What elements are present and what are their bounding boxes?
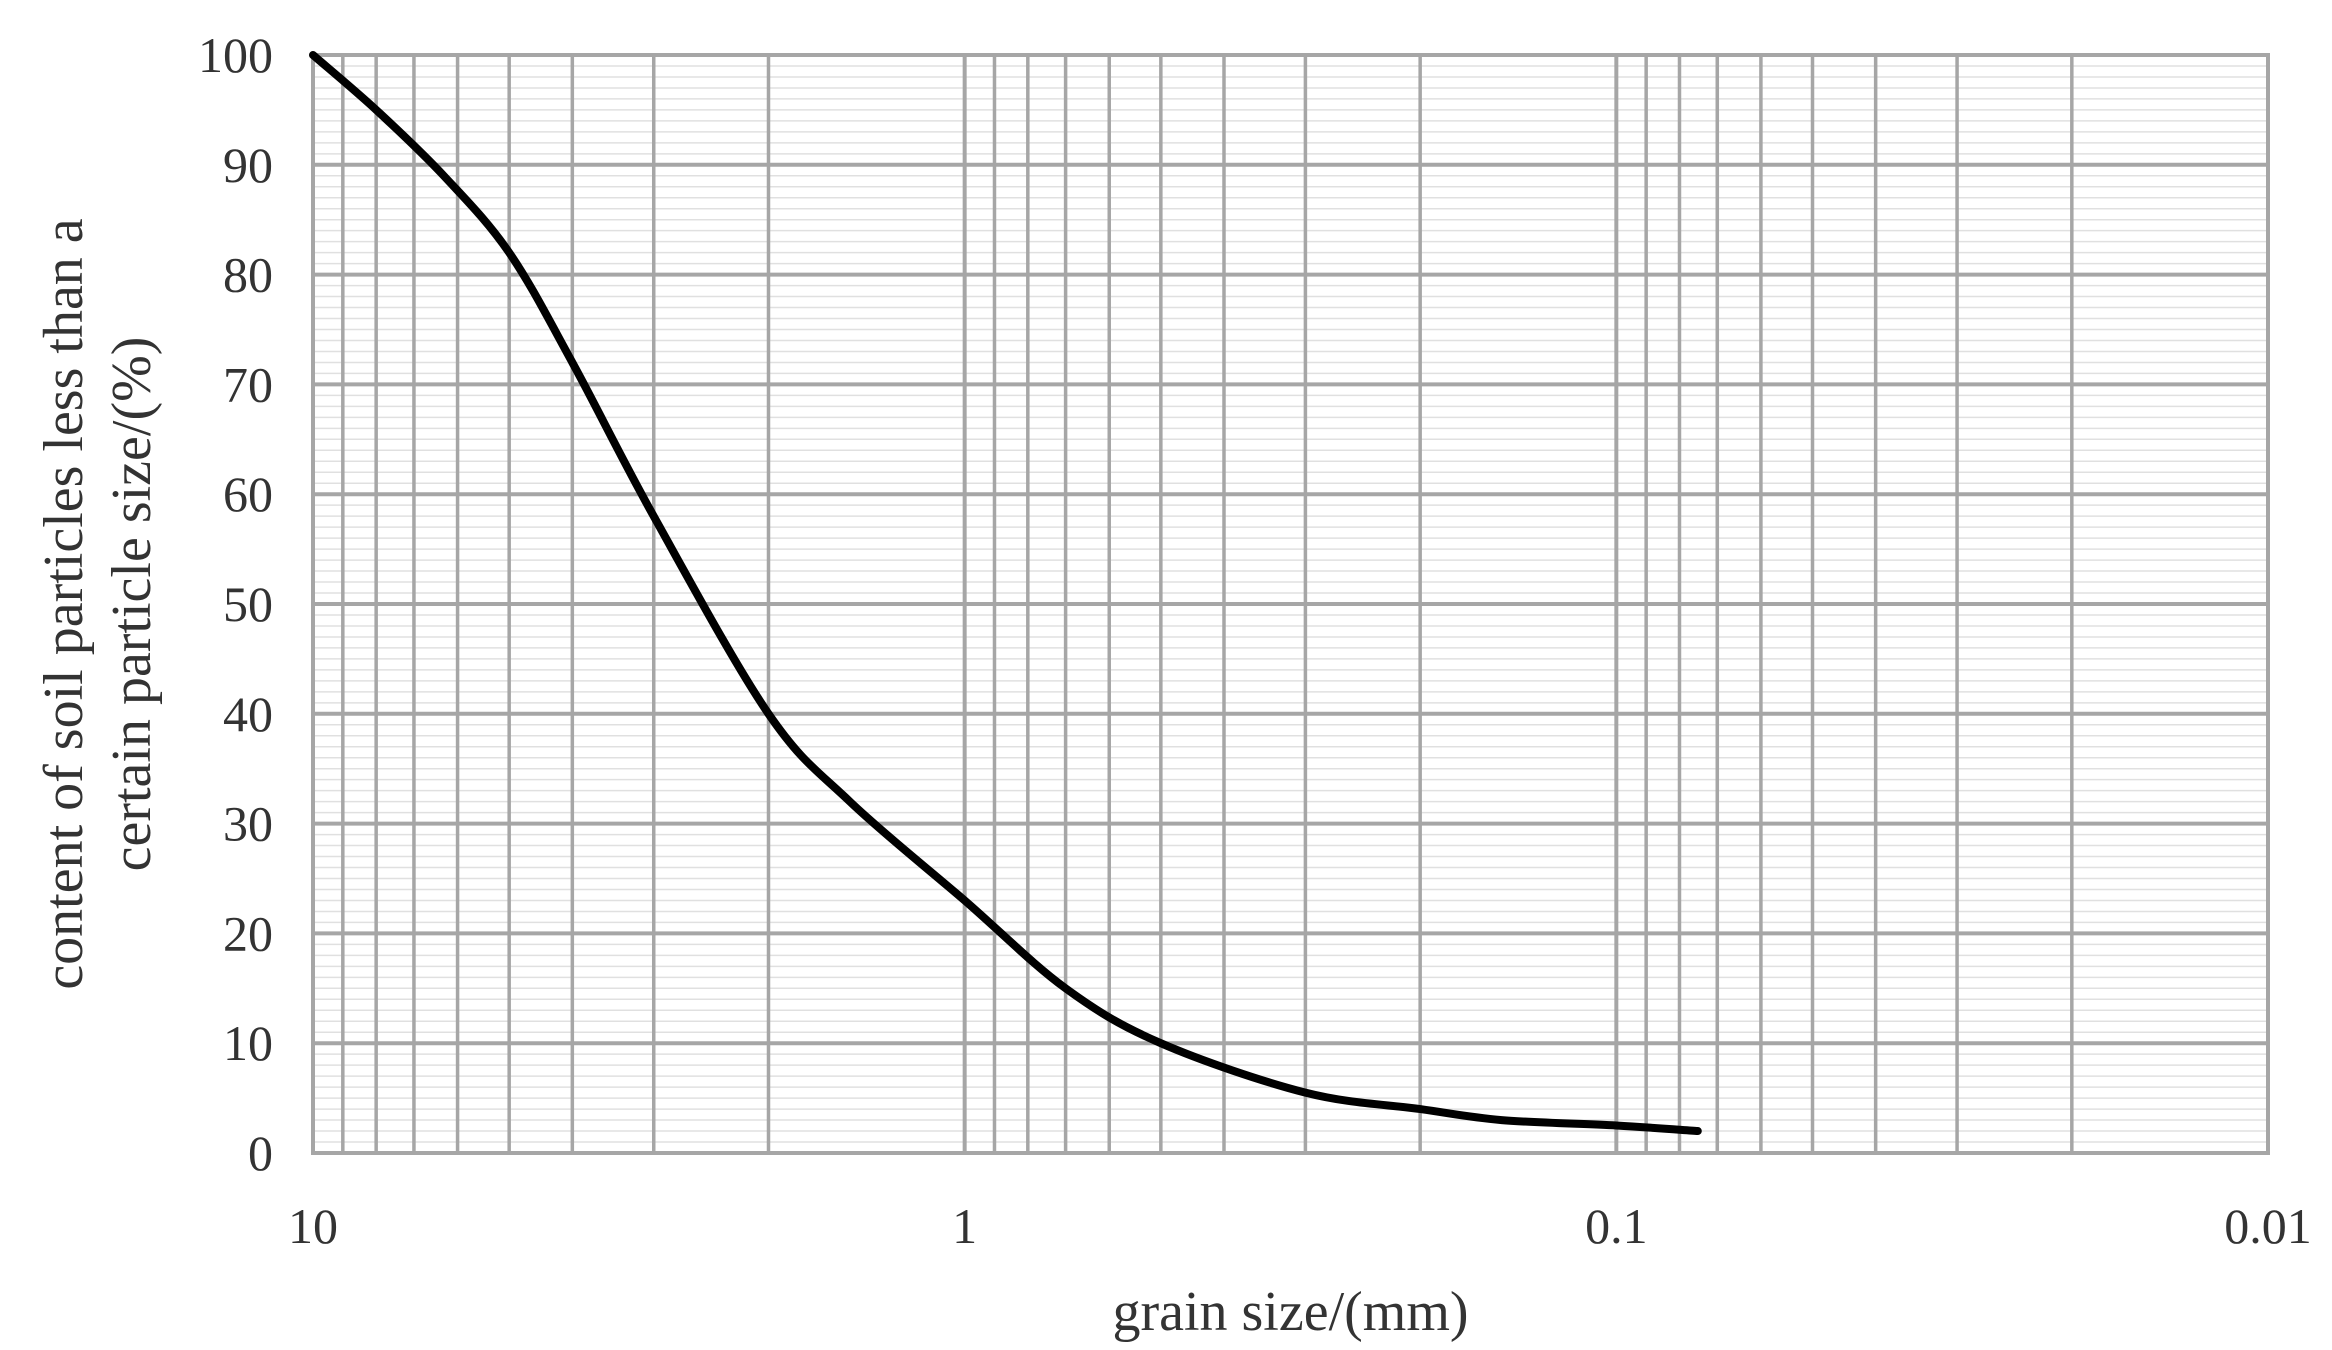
y-tick-label: 40 bbox=[223, 686, 273, 742]
y-axis-title-line-2: certain particle size/(%) bbox=[101, 337, 163, 872]
y-tick-label: 50 bbox=[223, 576, 273, 632]
minor-grid bbox=[313, 65, 2268, 1143]
x-axis-tick-labels: 10 1 0.1 0.01 bbox=[288, 1198, 2312, 1254]
y-tick-label: 80 bbox=[223, 247, 273, 303]
y-tick-label: 20 bbox=[223, 905, 273, 961]
y-axis-tick-labels: 0 10 20 30 40 50 60 70 80 90 100 bbox=[198, 27, 273, 1181]
y-axis-title: content of soil particles less than a ce… bbox=[33, 218, 163, 989]
grading-curve bbox=[309, 51, 1702, 1135]
x-tick-label: 1 bbox=[952, 1198, 977, 1254]
y-axis-title-line-1: content of soil particles less than a bbox=[33, 218, 95, 989]
x-tick-label: 10 bbox=[288, 1198, 338, 1254]
x-tick-label: 0.01 bbox=[2224, 1198, 2312, 1254]
y-tick-label: 10 bbox=[223, 1015, 273, 1071]
y-tick-label: 60 bbox=[223, 466, 273, 522]
plot-frame bbox=[311, 53, 2270, 1155]
y-tick-label: 100 bbox=[198, 27, 273, 83]
x-axis-title: grain size/(mm) bbox=[1112, 1281, 1468, 1343]
y-tick-label: 90 bbox=[223, 137, 273, 193]
x-tick-label: 0.1 bbox=[1585, 1198, 1648, 1254]
y-tick-label: 70 bbox=[223, 356, 273, 412]
y-tick-label: 30 bbox=[223, 796, 273, 852]
y-tick-label: 0 bbox=[248, 1125, 273, 1181]
